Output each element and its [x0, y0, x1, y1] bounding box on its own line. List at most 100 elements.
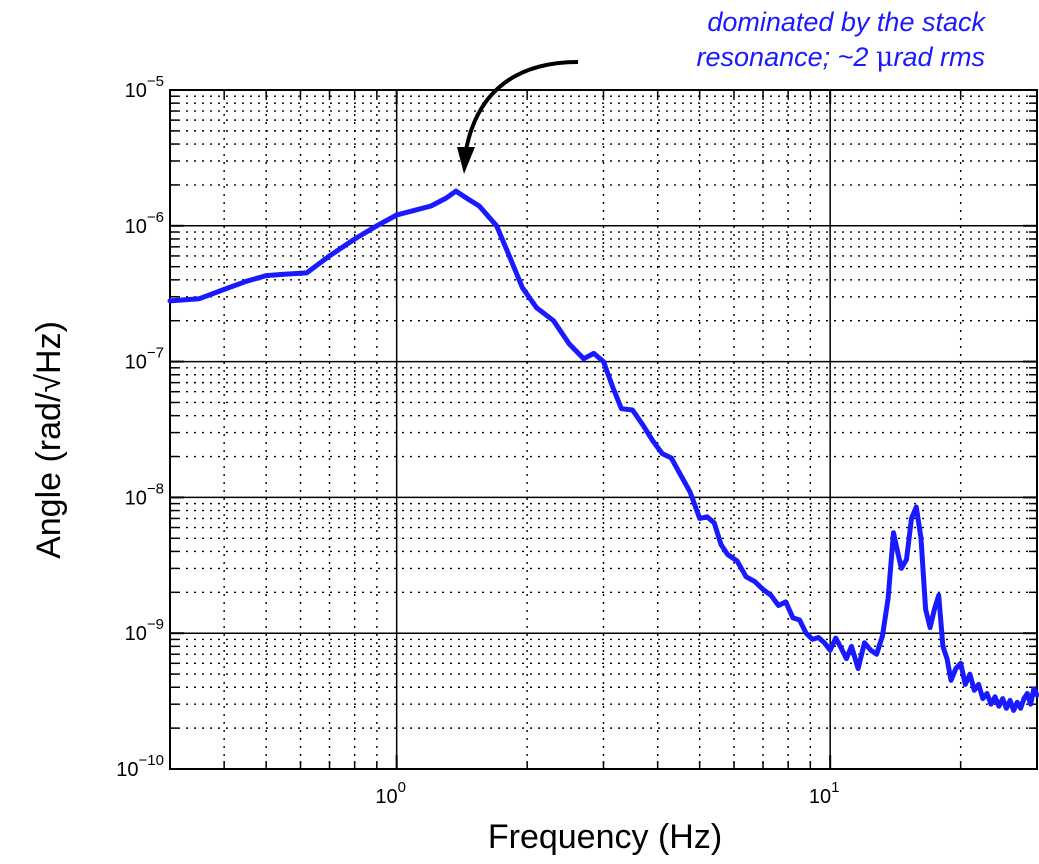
data-point	[735, 559, 739, 563]
data-point	[856, 667, 860, 670]
data-point	[850, 644, 853, 648]
data-point	[834, 636, 838, 640]
data-point	[651, 439, 655, 443]
y-tick-exponent: −10	[139, 752, 164, 769]
data-point	[892, 531, 895, 535]
data-point	[744, 575, 748, 579]
data-point	[602, 360, 605, 364]
y-tick-base: 10	[125, 352, 147, 374]
data-point	[869, 648, 873, 652]
y-tick-base: 10	[125, 80, 147, 102]
data-point	[886, 597, 890, 600]
y-tick-base: 10	[125, 623, 147, 645]
x-tick-exponent: 1	[831, 779, 839, 796]
data-point	[631, 408, 634, 412]
data-point	[932, 607, 936, 611]
data-point	[863, 641, 866, 645]
data-point	[1012, 708, 1016, 712]
y-tick-exponent: −6	[147, 209, 164, 226]
data-point	[1008, 698, 1012, 702]
data-point	[1022, 697, 1026, 701]
x-tick-label: 101	[809, 779, 840, 808]
data-point	[465, 196, 469, 200]
data-point	[810, 637, 814, 641]
data-point	[753, 580, 757, 584]
y-tick-label: 10−6	[125, 209, 164, 238]
annotation-line-2-prefix: resonance; ~2	[697, 42, 876, 72]
data-point	[875, 652, 879, 656]
data-point	[784, 600, 788, 604]
y-tick-exponent: −9	[147, 616, 164, 633]
x-tick-base: 10	[375, 786, 397, 808]
data-point	[954, 667, 958, 670]
data-point	[1029, 702, 1033, 706]
y-tick-label: 10−9	[125, 616, 164, 645]
y-tick-exponent: −8	[147, 480, 164, 497]
data-point	[375, 224, 379, 228]
data-point	[305, 271, 309, 275]
data-point	[949, 678, 953, 682]
data-point	[197, 297, 201, 301]
data-point	[1015, 700, 1019, 704]
annotation-line-2: resonance; ~2 μrad rms	[697, 42, 985, 73]
data-point	[669, 456, 673, 460]
series-line	[167, 188, 1039, 713]
y-tick-base: 10	[116, 759, 138, 781]
series-layer	[167, 188, 1039, 713]
data-point	[981, 697, 985, 701]
y-tick-base: 10	[125, 487, 147, 509]
y-tick-label: 10−10	[116, 752, 164, 781]
data-point	[977, 682, 981, 686]
data-point	[244, 279, 248, 283]
data-point	[688, 490, 692, 494]
data-point	[429, 204, 433, 208]
data-point	[726, 553, 730, 556]
data-point	[817, 636, 820, 639]
data-point	[660, 452, 664, 456]
data-point	[791, 616, 795, 620]
data-point	[705, 515, 709, 519]
data-point	[611, 385, 615, 389]
x-tick-labels: 100 101	[375, 779, 839, 808]
data-point	[899, 566, 903, 570]
y-tick-label: 10−8	[125, 480, 164, 509]
data-point	[839, 646, 843, 650]
data-point	[712, 521, 716, 525]
data-point	[972, 688, 976, 692]
annotation-line-2-suffix: rad rms	[893, 42, 985, 72]
minor-grid	[169, 90, 1038, 769]
data-point	[985, 692, 989, 695]
data-point	[1019, 706, 1023, 710]
y-tick-base: 10	[125, 216, 147, 238]
annotation-mu-symbol: μ	[876, 42, 894, 73]
data-point	[1025, 692, 1029, 695]
annotation-line-1: dominated by the stack	[707, 7, 986, 37]
data-point	[924, 607, 928, 611]
data-point	[719, 543, 723, 546]
data-point	[997, 704, 1001, 708]
data-point	[919, 536, 923, 540]
data-point	[264, 274, 268, 278]
annotation-arrowhead	[457, 147, 475, 174]
data-point	[993, 695, 997, 699]
data-point	[896, 549, 899, 553]
data-point	[804, 631, 808, 635]
y-tick-label: 10−5	[125, 73, 164, 102]
data-point	[505, 249, 509, 253]
data-point	[828, 648, 832, 652]
x-tick-label: 100	[375, 779, 406, 808]
data-point	[477, 204, 481, 208]
data-point	[444, 196, 448, 200]
data-point	[844, 657, 848, 661]
data-point	[945, 657, 949, 661]
data-point	[959, 661, 963, 665]
y-tick-label: 10−7	[125, 345, 164, 374]
data-point	[282, 272, 286, 276]
data-point	[928, 626, 932, 630]
data-point	[328, 254, 331, 258]
x-axis-label: Frequency (Hz)	[488, 818, 722, 856]
data-point	[698, 516, 702, 520]
data-point	[777, 604, 780, 607]
x-tick-base: 10	[809, 786, 831, 808]
